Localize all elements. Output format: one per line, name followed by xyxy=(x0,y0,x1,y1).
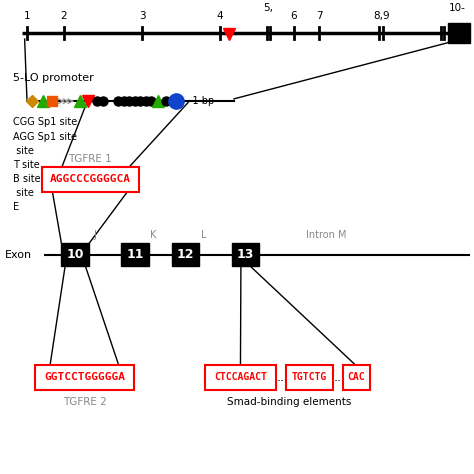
Text: AGG Sp1 site: AGG Sp1 site xyxy=(13,132,77,142)
Text: 13: 13 xyxy=(237,248,254,261)
Text: 12: 12 xyxy=(177,248,194,261)
FancyBboxPatch shape xyxy=(205,365,276,390)
Text: 10-: 10- xyxy=(449,3,465,13)
Text: -1 bp: -1 bp xyxy=(189,96,214,106)
Text: Smad-binding elements: Smad-binding elements xyxy=(227,397,351,407)
Text: CGG Sp1 site: CGG Sp1 site xyxy=(13,118,77,128)
Text: 6: 6 xyxy=(291,11,297,21)
Text: Intron M: Intron M xyxy=(306,230,346,240)
FancyBboxPatch shape xyxy=(35,365,134,390)
Text: 5,: 5, xyxy=(264,3,273,13)
Text: CAC: CAC xyxy=(347,372,365,382)
FancyBboxPatch shape xyxy=(62,244,89,266)
FancyBboxPatch shape xyxy=(343,365,370,390)
Text: T site: T site xyxy=(13,160,40,170)
Text: TGFRE 1: TGFRE 1 xyxy=(68,155,112,164)
Text: ...: ... xyxy=(334,371,346,384)
Text: 5-LO promoter: 5-LO promoter xyxy=(13,73,94,83)
Text: 4: 4 xyxy=(217,11,224,21)
FancyBboxPatch shape xyxy=(42,167,139,192)
Text: AGGCCCGGGGCA: AGGCCCGGGGCA xyxy=(50,174,131,184)
Text: B site: B site xyxy=(13,174,41,184)
Text: L: L xyxy=(201,230,207,240)
Text: TGTCTG: TGTCTG xyxy=(292,372,327,382)
Text: TGFRE 2: TGFRE 2 xyxy=(63,397,106,407)
Text: site: site xyxy=(13,146,34,155)
Text: 10: 10 xyxy=(66,248,84,261)
Text: ...: ... xyxy=(276,371,288,384)
Text: 7: 7 xyxy=(316,11,322,21)
FancyBboxPatch shape xyxy=(232,244,259,266)
Text: J: J xyxy=(93,230,97,240)
Text: Exon: Exon xyxy=(4,250,32,260)
FancyBboxPatch shape xyxy=(121,244,149,266)
Text: 11: 11 xyxy=(127,248,144,261)
Text: 2: 2 xyxy=(60,11,67,21)
Text: 1: 1 xyxy=(24,11,30,21)
FancyBboxPatch shape xyxy=(285,365,333,390)
Text: 3: 3 xyxy=(139,11,146,21)
Bar xyxy=(448,23,470,43)
Text: CTCCAGACT: CTCCAGACT xyxy=(214,372,267,382)
Text: E: E xyxy=(13,202,19,212)
Text: site: site xyxy=(13,188,34,198)
Text: K: K xyxy=(150,230,157,240)
Text: GGTCCTGGGGGA: GGTCCTGGGGGA xyxy=(44,372,125,382)
FancyBboxPatch shape xyxy=(172,244,200,266)
Text: 8,9: 8,9 xyxy=(373,11,390,21)
